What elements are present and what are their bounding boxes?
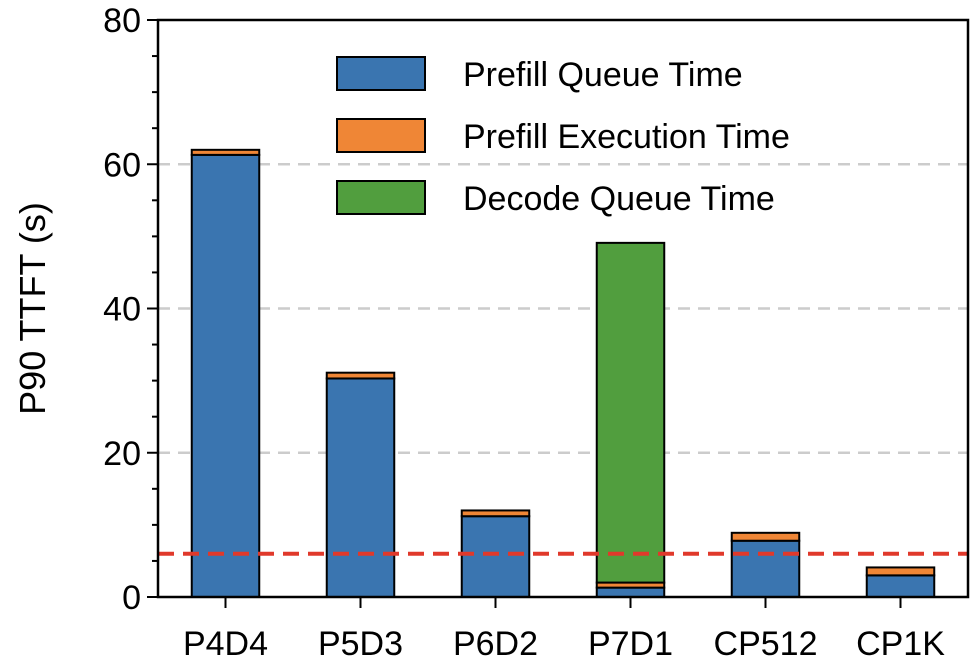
bar-p4d4-series-0 bbox=[190, 153, 261, 598]
legend: Prefill Queue Time Prefill Execution Time… bbox=[336, 56, 790, 218]
legend-label: Decode Queue Time bbox=[463, 180, 775, 218]
legend-swatch bbox=[336, 118, 426, 153]
x-tick-label: P6D2 bbox=[453, 625, 538, 663]
legend-swatch bbox=[336, 56, 426, 91]
bar-p6d2-series-1 bbox=[460, 509, 531, 518]
legend-label: Prefill Execution Time bbox=[463, 118, 790, 156]
bar-cp1k-series-1 bbox=[865, 566, 936, 577]
x-tick-label: CP1K bbox=[856, 625, 945, 663]
legend-swatch bbox=[336, 180, 426, 215]
bar-p5d3-series-1 bbox=[325, 371, 396, 380]
y-tick-label: 20 bbox=[103, 435, 141, 473]
y-tick-label: 0 bbox=[122, 579, 141, 617]
x-tick-label: CP512 bbox=[714, 625, 818, 663]
bar-cp512-series-0 bbox=[730, 539, 801, 598]
axes: 0 20 40 60 80 P4D4 P5D3 P6D2 P7D1 CP512 CP1K P90 TT… bbox=[12, 2, 970, 663]
bar-cp1k-series-0 bbox=[865, 574, 936, 598]
y-axis-title: P90 TTFT (s) bbox=[12, 202, 53, 415]
bar-p4d4-series-1 bbox=[190, 148, 261, 156]
gridlines bbox=[158, 163, 968, 454]
y-tick-label: 40 bbox=[103, 291, 141, 329]
y-tick-label: 60 bbox=[103, 146, 141, 184]
bar-p7d1-series-0 bbox=[595, 586, 666, 599]
x-tick-label: P5D3 bbox=[318, 625, 403, 663]
y-tick-label: 80 bbox=[103, 2, 141, 40]
bar-cp512-series-1 bbox=[730, 531, 801, 542]
bar-p5d3-series-0 bbox=[325, 377, 396, 598]
x-tick-label: P4D4 bbox=[183, 625, 268, 663]
bar-p6d2-series-0 bbox=[460, 515, 531, 598]
bar-p7d1-series-2 bbox=[595, 241, 666, 584]
legend-label: Prefill Queue Time bbox=[463, 56, 743, 94]
x-tick-label: P7D1 bbox=[588, 625, 673, 663]
